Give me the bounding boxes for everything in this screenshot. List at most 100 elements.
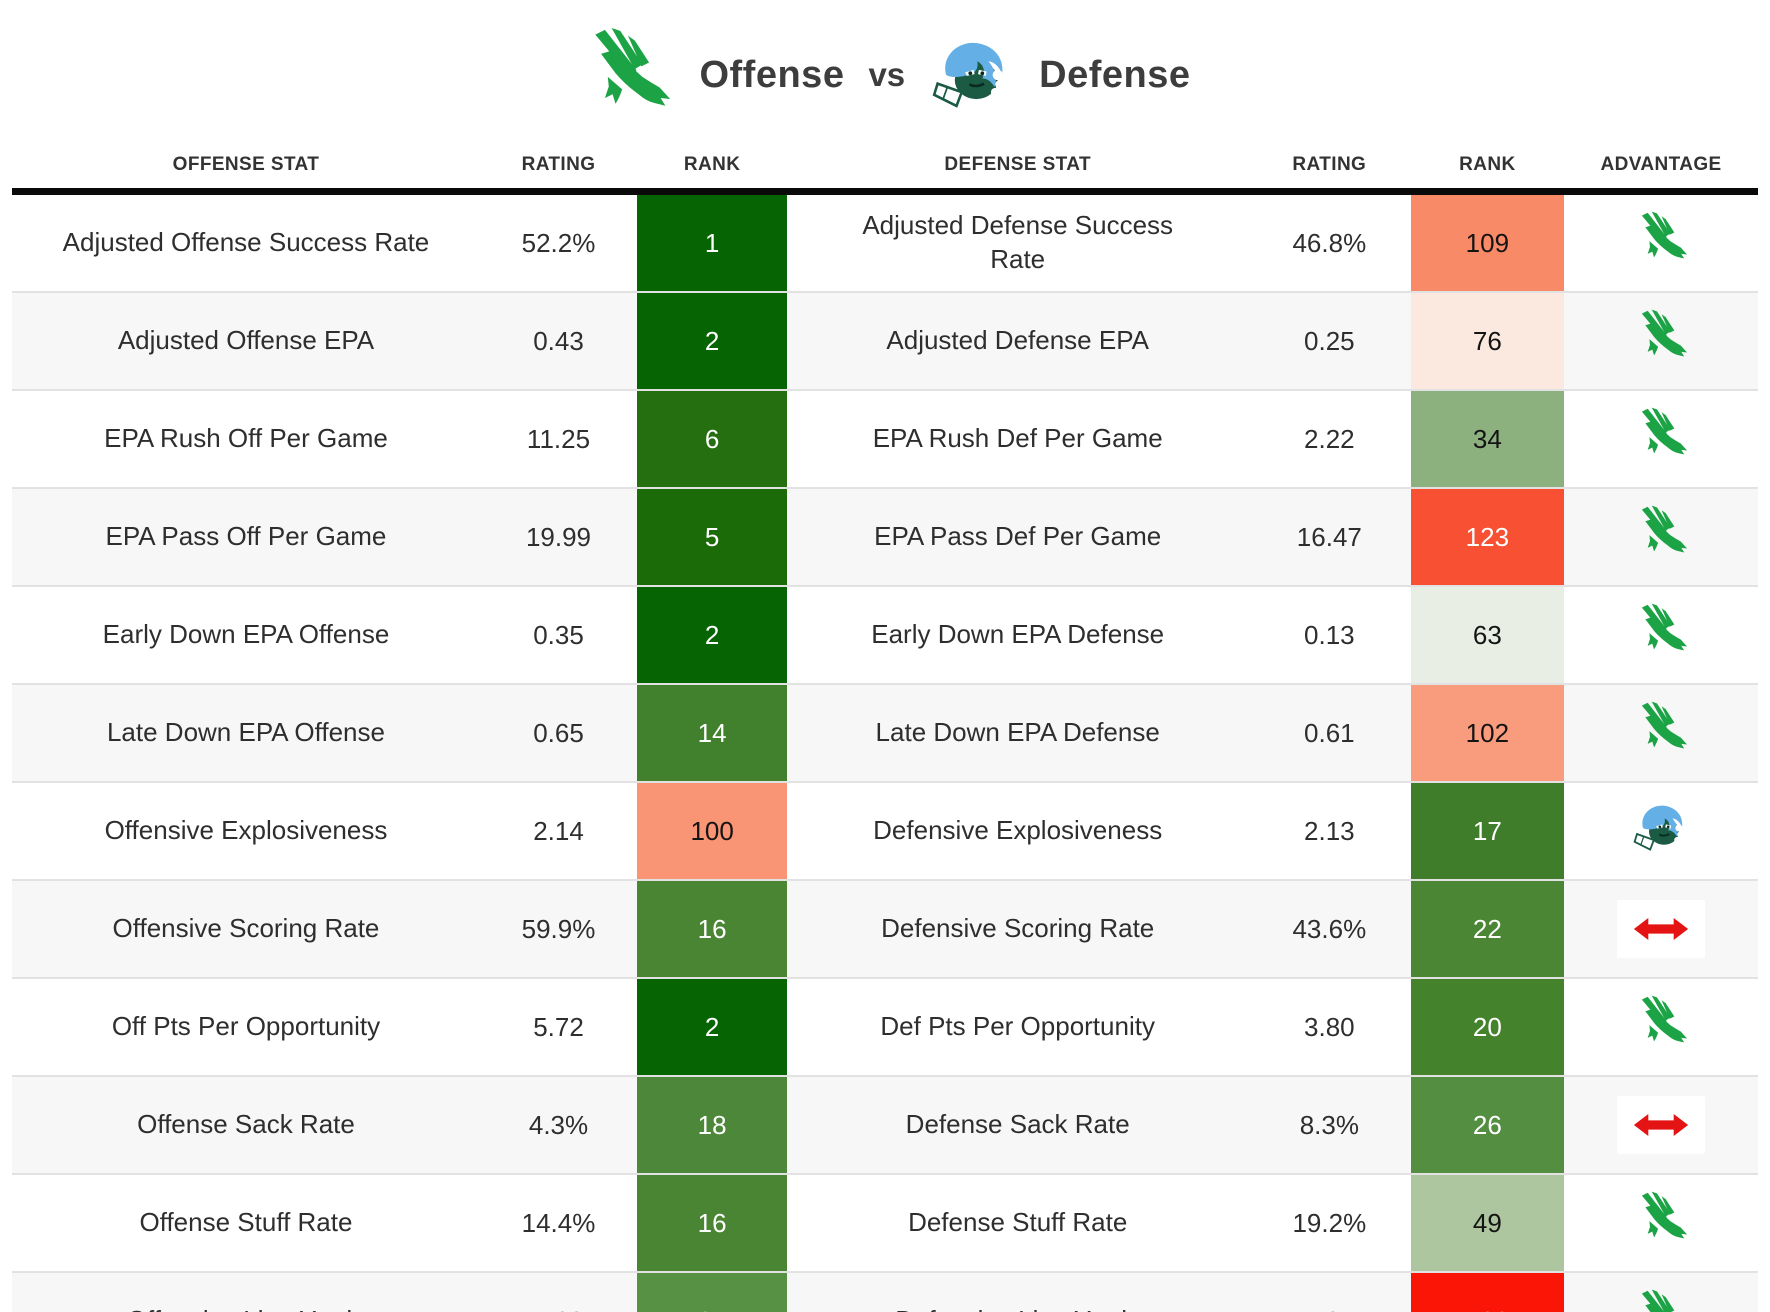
push-arrow-icon — [1617, 1096, 1706, 1154]
title-vs-label: vs — [868, 56, 906, 93]
table-row: Off Pts Per Opportunity 5.72 2 Def Pts Per … — [12, 977, 1758, 1076]
north-texas-eagle-icon — [1632, 1289, 1690, 1312]
advantage-cell — [1564, 977, 1758, 1076]
defense-rating-cell: 46.8% — [1292, 227, 1367, 258]
advantage-cell — [1564, 683, 1758, 782]
defense-stat-cell: Def Pts Per Opportunity — [787, 977, 1249, 1076]
defense-rank-cell: 22 — [1410, 879, 1565, 978]
defense-stat-cell: Defensive Line Yards — [787, 1271, 1249, 1312]
offense-rank-cell: 18 — [637, 1075, 788, 1174]
advantage-cell — [1564, 879, 1758, 978]
advantage-cell — [1564, 487, 1758, 586]
table-row: Adjusted Offense EPA 0.43 2 Adjusted Defens… — [12, 291, 1758, 390]
offense-stat-cell: EPA Rush Off Per Game — [12, 389, 480, 488]
offense-stat-cell: Off Pts Per Opportunity — [12, 977, 480, 1076]
col-header-offense-rating: RATING — [479, 140, 638, 195]
advantage-cell — [1564, 192, 1758, 293]
offense-rank-cell: 1 — [637, 191, 788, 292]
defense-rank-cell: 133 — [1410, 1271, 1565, 1312]
defense-rank-cell: 109 — [1410, 191, 1565, 292]
title-offense-label: Offense — [699, 53, 845, 96]
offense-rank-cell: 2 — [637, 291, 788, 390]
offense-rank-cell: 6 — [637, 389, 788, 488]
defense-rank-cell: 34 — [1410, 389, 1565, 488]
advantage-cell — [1564, 1271, 1758, 1312]
col-header-defense-rating: RATING — [1248, 140, 1411, 195]
advantage-cell — [1564, 1173, 1758, 1272]
col-header-defense-rank: RANK — [1410, 140, 1565, 195]
offense-rank-cell: 27 — [637, 1271, 788, 1312]
advantage-cell — [1564, 291, 1758, 390]
offense-vs-defense-table: OFFENSE STAT RATING RANK DEFENSE STAT RA… — [12, 140, 1758, 1312]
defense-rating-cell: 16.47 — [1248, 487, 1411, 586]
defense-stat-cell: Adjusted Defense Success Rate — [862, 210, 1174, 274]
defense-stat-cell: Defensive Scoring Rate — [787, 879, 1249, 978]
defense-rating-cell: 2.22 — [1248, 389, 1411, 488]
offense-rating-cell: 59.9% — [479, 879, 638, 978]
offense-stat-cell: Offense Stuff Rate — [12, 1173, 480, 1272]
defense-rank-cell: 76 — [1410, 291, 1565, 390]
offense-stat-cell: Offense Sack Rate — [12, 1075, 480, 1174]
north-texas-eagle-icon — [1632, 995, 1690, 1053]
north-texas-eagle-icon — [1632, 701, 1690, 759]
offense-stat-cell: Offensive Explosiveness — [12, 781, 480, 880]
defense-rating-cell: 1.94 — [1248, 1271, 1411, 1312]
defense-rank-cell: 49 — [1410, 1173, 1565, 1272]
offense-stat-cell: Offensive Line Yards — [12, 1271, 480, 1312]
offense-rating-cell: 5.72 — [479, 977, 638, 1076]
offense-rating-cell: 0.35 — [479, 585, 638, 684]
defense-stat-cell: Late Down EPA Defense — [787, 683, 1249, 782]
defense-rating-cell: 43.6% — [1248, 879, 1411, 978]
table-row: EPA Rush Off Per Game 11.25 6 EPA Rush Def … — [12, 389, 1758, 488]
north-texas-eagle-icon — [579, 27, 675, 123]
defense-rating-cell: 0.13 — [1248, 585, 1411, 684]
north-texas-eagle-icon — [1632, 407, 1690, 465]
offense-stat-cell: Adjusted Offense EPA — [12, 291, 480, 390]
north-texas-eagle-icon — [1632, 1191, 1690, 1249]
offense-rating-cell: 4.3% — [479, 1075, 638, 1174]
offense-stat-cell: Adjusted Offense Success Rate — [62, 227, 430, 258]
advantage-cell — [1564, 389, 1758, 488]
offense-stat-cell: Offensive Scoring Rate — [12, 879, 480, 978]
table-row: Offensive Explosiveness 2.14 100 Defensive … — [12, 781, 1758, 880]
offense-rating-cell: 19.99 — [479, 487, 638, 586]
offense-rating-cell: 52.2% — [521, 227, 596, 258]
advantage-cell — [1564, 585, 1758, 684]
offense-rating-cell: 11.25 — [479, 389, 638, 488]
defense-rating-cell: 8.3% — [1248, 1075, 1411, 1174]
title-defense-label: Defense — [1039, 53, 1191, 96]
offense-rating-cell: 14.4% — [479, 1173, 638, 1272]
defense-stat-cell: EPA Pass Def Per Game — [787, 487, 1249, 586]
defense-rating-cell: 19.2% — [1248, 1173, 1411, 1272]
north-texas-eagle-icon — [1632, 603, 1690, 661]
offense-rank-cell: 14 — [637, 683, 788, 782]
table-row: Offensive Line Yards1.6927Defensive Line… — [12, 1271, 1758, 1312]
offense-rating-cell: 1.69 — [479, 1271, 638, 1312]
north-texas-eagle-icon — [1632, 505, 1690, 563]
col-header-defense-stat: DEFENSE STAT — [787, 140, 1249, 195]
table-row: Offense Stuff Rate 14.4% 16 Defense Stuff R… — [12, 1173, 1758, 1272]
defense-rating-cell: 3.80 — [1248, 977, 1411, 1076]
defense-stat-cell: Defense Sack Rate — [787, 1075, 1249, 1174]
table-row: EPA Pass Off Per Game 19.99 5 EPA Pass Def … — [12, 487, 1758, 586]
defense-stat-cell: EPA Rush Def Per Game — [787, 389, 1249, 488]
offense-stat-cell: Late Down EPA Offense — [12, 683, 480, 782]
defense-rating-cell: 0.25 — [1248, 291, 1411, 390]
table-row: Offense Sack Rate 4.3% 18 Defense Sack Rate… — [12, 1075, 1758, 1174]
offense-stat-cell: EPA Pass Off Per Game — [12, 487, 480, 586]
defense-stat-cell: Adjusted Defense EPA — [787, 291, 1249, 390]
push-arrow-icon — [1617, 900, 1706, 958]
defense-rank-cell: 26 — [1410, 1075, 1565, 1174]
offense-stat-cell: Early Down EPA Offense — [12, 585, 480, 684]
table-row: Late Down EPA Offense 0.65 14 Late Down EPA… — [12, 683, 1758, 782]
col-header-advantage: ADVANTAGE — [1564, 140, 1758, 195]
offense-rank-cell: 2 — [637, 585, 788, 684]
north-texas-eagle-icon — [1632, 309, 1690, 367]
table-row: Early Down EPA Offense 0.35 2 Early Down EP… — [12, 585, 1758, 684]
offense-rank-cell: 2 — [637, 977, 788, 1076]
tulane-wave-icon — [929, 32, 1015, 118]
defense-rank-cell: 20 — [1410, 977, 1565, 1076]
defense-stat-cell: Defensive Explosiveness — [787, 781, 1249, 880]
defense-rating-cell: 0.61 — [1248, 683, 1411, 782]
table-row: Adjusted Offense Success Rate 52.2% 1 Adjus… — [12, 191, 1758, 293]
